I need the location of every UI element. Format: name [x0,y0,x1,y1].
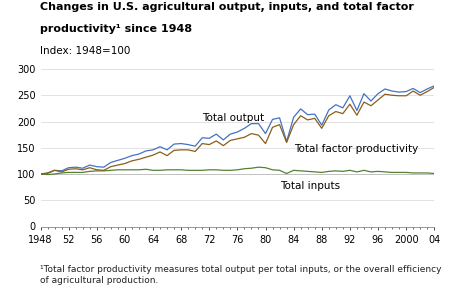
Text: ¹Total factor productivity measures total output per total inputs, or the overal: ¹Total factor productivity measures tota… [40,266,442,285]
Text: Changes in U.S. agricultural output, inputs, and total factor: Changes in U.S. agricultural output, inp… [40,2,414,11]
Text: Index: 1948=100: Index: 1948=100 [40,46,131,56]
Text: Total factor productivity: Total factor productivity [293,144,418,154]
Text: Total inputs: Total inputs [279,181,340,191]
Text: productivity¹ since 1948: productivity¹ since 1948 [40,24,193,34]
Text: Total output: Total output [202,112,264,122]
